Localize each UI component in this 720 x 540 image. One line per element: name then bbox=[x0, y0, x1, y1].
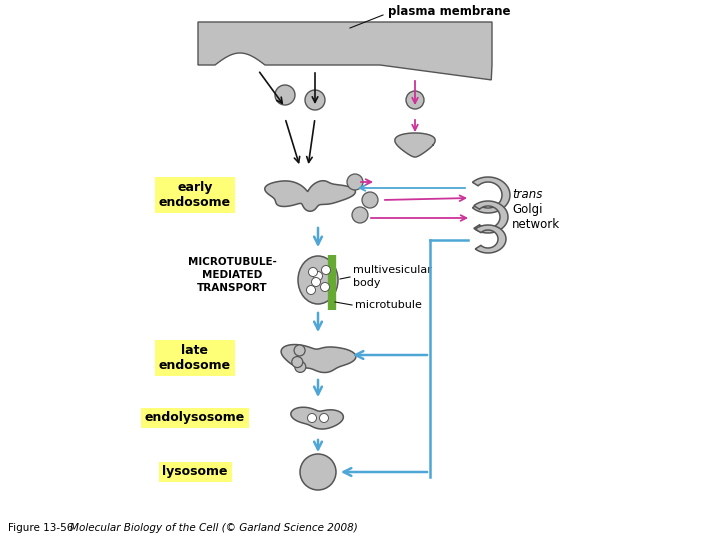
Circle shape bbox=[305, 90, 325, 110]
Circle shape bbox=[352, 207, 368, 223]
Circle shape bbox=[312, 278, 320, 287]
Text: early
endosome: early endosome bbox=[159, 181, 231, 209]
Circle shape bbox=[406, 91, 424, 109]
Circle shape bbox=[320, 282, 330, 292]
Circle shape bbox=[308, 267, 318, 276]
Circle shape bbox=[307, 286, 315, 294]
Polygon shape bbox=[395, 133, 435, 157]
Text: MICROTUBULE-
MEDIATED
TRANSPORT: MICROTUBULE- MEDIATED TRANSPORT bbox=[188, 257, 276, 293]
Polygon shape bbox=[474, 201, 508, 233]
Circle shape bbox=[322, 266, 330, 274]
Text: Figure 13-56: Figure 13-56 bbox=[8, 523, 80, 533]
Circle shape bbox=[320, 414, 328, 422]
Circle shape bbox=[347, 174, 363, 190]
Text: trans: trans bbox=[512, 188, 542, 201]
Circle shape bbox=[362, 192, 378, 208]
Polygon shape bbox=[291, 407, 343, 429]
Text: plasma membrane: plasma membrane bbox=[388, 5, 510, 18]
Ellipse shape bbox=[298, 256, 338, 304]
Circle shape bbox=[294, 345, 305, 356]
Polygon shape bbox=[475, 225, 506, 253]
Text: network: network bbox=[512, 219, 560, 232]
Text: lysosome: lysosome bbox=[162, 465, 228, 478]
Text: endolysosome: endolysosome bbox=[145, 411, 245, 424]
Circle shape bbox=[292, 356, 303, 368]
Circle shape bbox=[300, 454, 336, 490]
Circle shape bbox=[307, 414, 317, 422]
Text: Golgi: Golgi bbox=[512, 204, 542, 217]
Text: late
endosome: late endosome bbox=[159, 344, 231, 372]
Circle shape bbox=[275, 85, 295, 105]
Text: body: body bbox=[353, 278, 380, 288]
Polygon shape bbox=[472, 177, 510, 213]
Polygon shape bbox=[265, 181, 356, 211]
Circle shape bbox=[313, 272, 323, 280]
Polygon shape bbox=[281, 345, 356, 373]
Text: multivesicular: multivesicular bbox=[353, 265, 432, 275]
Polygon shape bbox=[198, 22, 492, 80]
Text: microtubule: microtubule bbox=[355, 300, 422, 310]
Text: Molecular Biology of the Cell (© Garland Science 2008): Molecular Biology of the Cell (© Garland… bbox=[70, 523, 358, 533]
Circle shape bbox=[294, 361, 306, 373]
